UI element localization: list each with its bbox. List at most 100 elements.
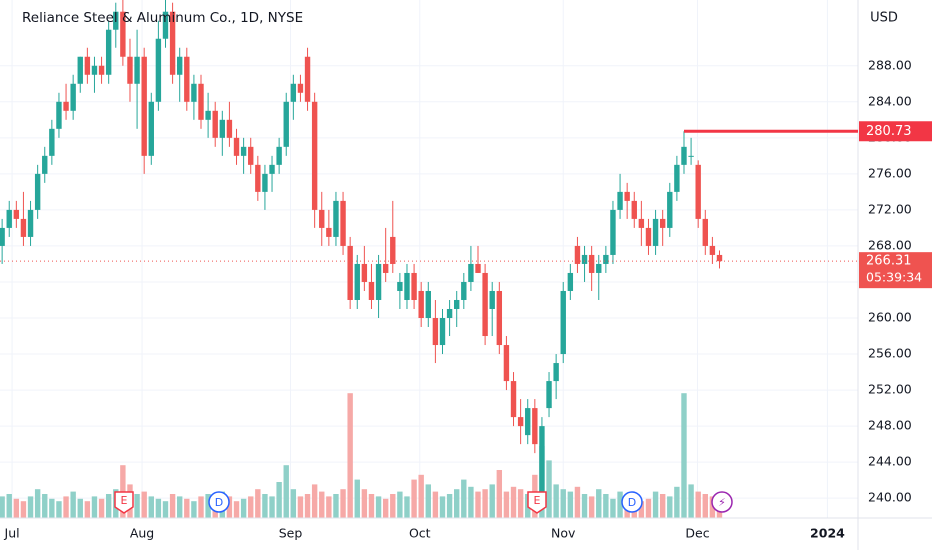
- earnings-marker[interactable]: [114, 491, 134, 514]
- volume-bar: [432, 491, 439, 518]
- candle-body: [510, 381, 517, 418]
- dividend-marker[interactable]: [621, 491, 643, 513]
- y-tick-label: 260.00: [868, 310, 912, 325]
- volume-bar: [397, 491, 403, 518]
- volume-bar: [134, 494, 140, 518]
- volume-bar: [446, 494, 453, 518]
- candle-body: [539, 426, 545, 499]
- volume-bar: [205, 494, 211, 518]
- volume-bar: [560, 489, 566, 518]
- candle-body: [610, 209, 616, 255]
- candle-body: [91, 65, 98, 75]
- volume-bar: [148, 496, 154, 518]
- y-tick-label: 284.00: [868, 93, 912, 108]
- volume-bar: [702, 494, 708, 518]
- candle-layer: [0, 0, 723, 508]
- volume-bar: [340, 489, 346, 518]
- candle-body: [517, 417, 524, 427]
- earnings-marker[interactable]: [527, 491, 547, 514]
- candle-body: [297, 83, 304, 93]
- candle-body: [276, 146, 282, 165]
- volume-bar: [0, 496, 5, 518]
- candle-body: [77, 56, 83, 84]
- candle-body: [176, 56, 183, 75]
- candle-body: [503, 345, 510, 382]
- candle-body: [674, 164, 680, 192]
- candle-body: [489, 290, 495, 309]
- volume-bar: [439, 496, 446, 518]
- candle-body: [13, 209, 20, 219]
- volume-bar: [226, 496, 233, 518]
- volume-bar: [368, 494, 375, 518]
- candle-body: [432, 318, 439, 346]
- volume-bar: [283, 465, 289, 518]
- x-tick-label: 2024: [810, 526, 845, 541]
- candle-body: [603, 254, 609, 264]
- volume-bar: [418, 474, 424, 518]
- candle-body: [368, 281, 375, 300]
- candle-body: [354, 263, 360, 300]
- candle-body: [695, 164, 701, 219]
- chart-title: Reliance Steel & Aluminum Co., 1D, NYSE: [22, 10, 303, 26]
- earnings-label: E: [121, 494, 128, 507]
- candle-body: [390, 236, 396, 264]
- candle-body: [240, 146, 247, 156]
- volume-bar: [20, 501, 27, 518]
- x-tick-label: Oct: [409, 526, 431, 541]
- volume-bar: [304, 494, 311, 518]
- volume-bar: [169, 494, 176, 518]
- event-label: D: [628, 496, 636, 509]
- volume-bar: [248, 496, 254, 518]
- volume-bar: [382, 498, 389, 518]
- volume-bar: [503, 491, 510, 518]
- volume-bar: [681, 393, 687, 518]
- volume-bar: [319, 491, 325, 518]
- volume-bar: [617, 491, 623, 518]
- volume-bar: [361, 489, 368, 518]
- y-tick-label: 256.00: [868, 346, 912, 361]
- volume-bar: [184, 498, 190, 518]
- volume-bar: [162, 501, 169, 518]
- y-tick-label: 288.00: [868, 57, 912, 72]
- event-label: ⚡: [718, 496, 726, 509]
- candle-body: [567, 272, 574, 291]
- high-box: [859, 121, 932, 142]
- volume-bar: [155, 498, 162, 518]
- x-tick-label: Nov: [551, 526, 576, 541]
- x-tick-label: Jul: [4, 526, 20, 541]
- candle-body: [681, 146, 687, 165]
- volume-bar: [496, 470, 503, 518]
- candle-body: [347, 245, 353, 300]
- split-marker[interactable]: [711, 491, 733, 513]
- y-tick-label: 240.00: [868, 490, 912, 505]
- y-tick-label: 272.00: [868, 201, 912, 216]
- candle-body: [304, 56, 311, 102]
- candle-body: [34, 173, 41, 210]
- candle-body: [0, 227, 5, 246]
- volume-bar: [63, 496, 69, 518]
- candle-body: [588, 254, 595, 273]
- volume-bar: [255, 489, 261, 518]
- candle-body: [255, 164, 261, 192]
- candle-body: [475, 263, 481, 273]
- candle-body: [546, 381, 552, 409]
- candle-body: [638, 218, 645, 228]
- x-tick-label: Sep: [279, 526, 303, 541]
- candle-body: [262, 173, 268, 192]
- candle-body: [652, 218, 659, 246]
- candle-body: [631, 200, 637, 219]
- volume-bar: [404, 496, 410, 518]
- y-tick-label: 276.00: [868, 165, 912, 180]
- candle-body: [219, 119, 226, 138]
- candle-body: [716, 254, 723, 262]
- candle-body: [134, 56, 140, 84]
- candle-body: [42, 155, 48, 174]
- volume-bar: [262, 494, 268, 518]
- candle-body: [425, 290, 431, 319]
- candle-body: [56, 101, 62, 129]
- volume-bar: [311, 484, 318, 518]
- currency[interactable]: USD: [870, 11, 898, 26]
- dividend-marker[interactable]: [208, 491, 230, 513]
- volume-bar: [610, 498, 616, 518]
- volume-bar: [34, 489, 41, 518]
